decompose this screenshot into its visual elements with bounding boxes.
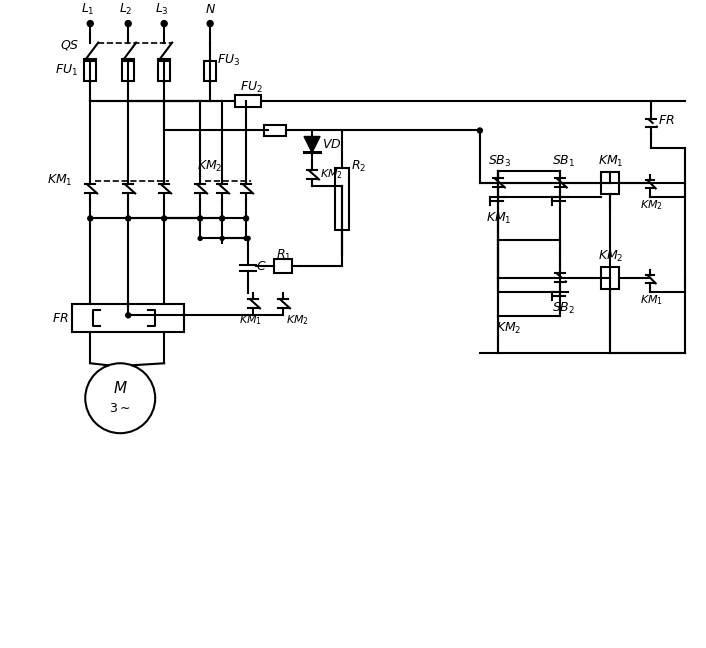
Circle shape <box>220 216 225 221</box>
Bar <box>498 172 560 198</box>
Text: $KM_1$: $KM_1$ <box>598 154 623 169</box>
Text: $KM_2$: $KM_2$ <box>198 159 223 174</box>
Text: $FU_2$: $FU_2$ <box>240 80 263 95</box>
Bar <box>335 168 349 230</box>
Bar <box>204 60 216 80</box>
Circle shape <box>198 216 203 221</box>
Text: $SB_3$: $SB_3$ <box>488 154 511 169</box>
Text: $KM_2$: $KM_2$ <box>496 321 522 336</box>
Text: $VD$: $VD$ <box>322 138 342 151</box>
Text: $FU_1$: $FU_1$ <box>55 63 78 78</box>
Text: $FR$: $FR$ <box>52 312 69 325</box>
Text: $QS$: $QS$ <box>60 38 80 52</box>
Circle shape <box>244 216 249 221</box>
Text: $KM_2$: $KM_2$ <box>286 314 309 327</box>
Circle shape <box>207 21 213 27</box>
Text: $SB_2$: $SB_2$ <box>552 301 575 316</box>
Bar <box>235 95 261 106</box>
Text: $FU_3$: $FU_3$ <box>217 53 240 68</box>
Circle shape <box>244 237 248 240</box>
Bar <box>274 259 292 273</box>
Text: $KM_1$: $KM_1$ <box>239 314 262 327</box>
Circle shape <box>125 21 131 27</box>
Circle shape <box>198 237 202 240</box>
Bar <box>158 60 170 80</box>
Text: $N$: $N$ <box>205 3 215 16</box>
Text: $KM_2$: $KM_2$ <box>598 249 623 264</box>
Text: $3\sim$: $3\sim$ <box>109 402 131 415</box>
Text: $KM_1$: $KM_1$ <box>486 211 512 226</box>
Text: $R_2$: $R_2$ <box>351 159 366 174</box>
Text: $KM_2$: $KM_2$ <box>640 198 663 213</box>
Bar <box>122 60 134 80</box>
Text: $C$: $C$ <box>256 260 267 273</box>
Circle shape <box>220 237 224 240</box>
Circle shape <box>88 21 93 27</box>
Bar <box>84 60 96 80</box>
Bar <box>601 172 618 194</box>
Bar <box>601 268 618 290</box>
Text: $KM_2$: $KM_2$ <box>320 168 343 181</box>
Bar <box>498 240 560 292</box>
Text: $L_2$: $L_2$ <box>119 2 133 17</box>
Circle shape <box>246 237 250 240</box>
Circle shape <box>162 216 167 221</box>
Circle shape <box>126 313 131 318</box>
Text: $L_3$: $L_3$ <box>155 2 169 17</box>
Text: $SB_1$: $SB_1$ <box>552 154 575 169</box>
Bar <box>72 305 184 332</box>
Text: $KM_1$: $KM_1$ <box>47 173 73 188</box>
Circle shape <box>161 21 167 27</box>
Text: $R_1$: $R_1$ <box>276 248 292 263</box>
Text: $FR$: $FR$ <box>658 114 674 127</box>
Text: $L_1$: $L_1$ <box>81 2 95 17</box>
Circle shape <box>477 128 482 133</box>
Text: $M$: $M$ <box>113 380 128 396</box>
Text: $KM_1$: $KM_1$ <box>640 294 663 307</box>
Polygon shape <box>304 137 320 152</box>
Bar <box>264 125 286 136</box>
Circle shape <box>88 216 92 221</box>
Circle shape <box>126 216 131 221</box>
